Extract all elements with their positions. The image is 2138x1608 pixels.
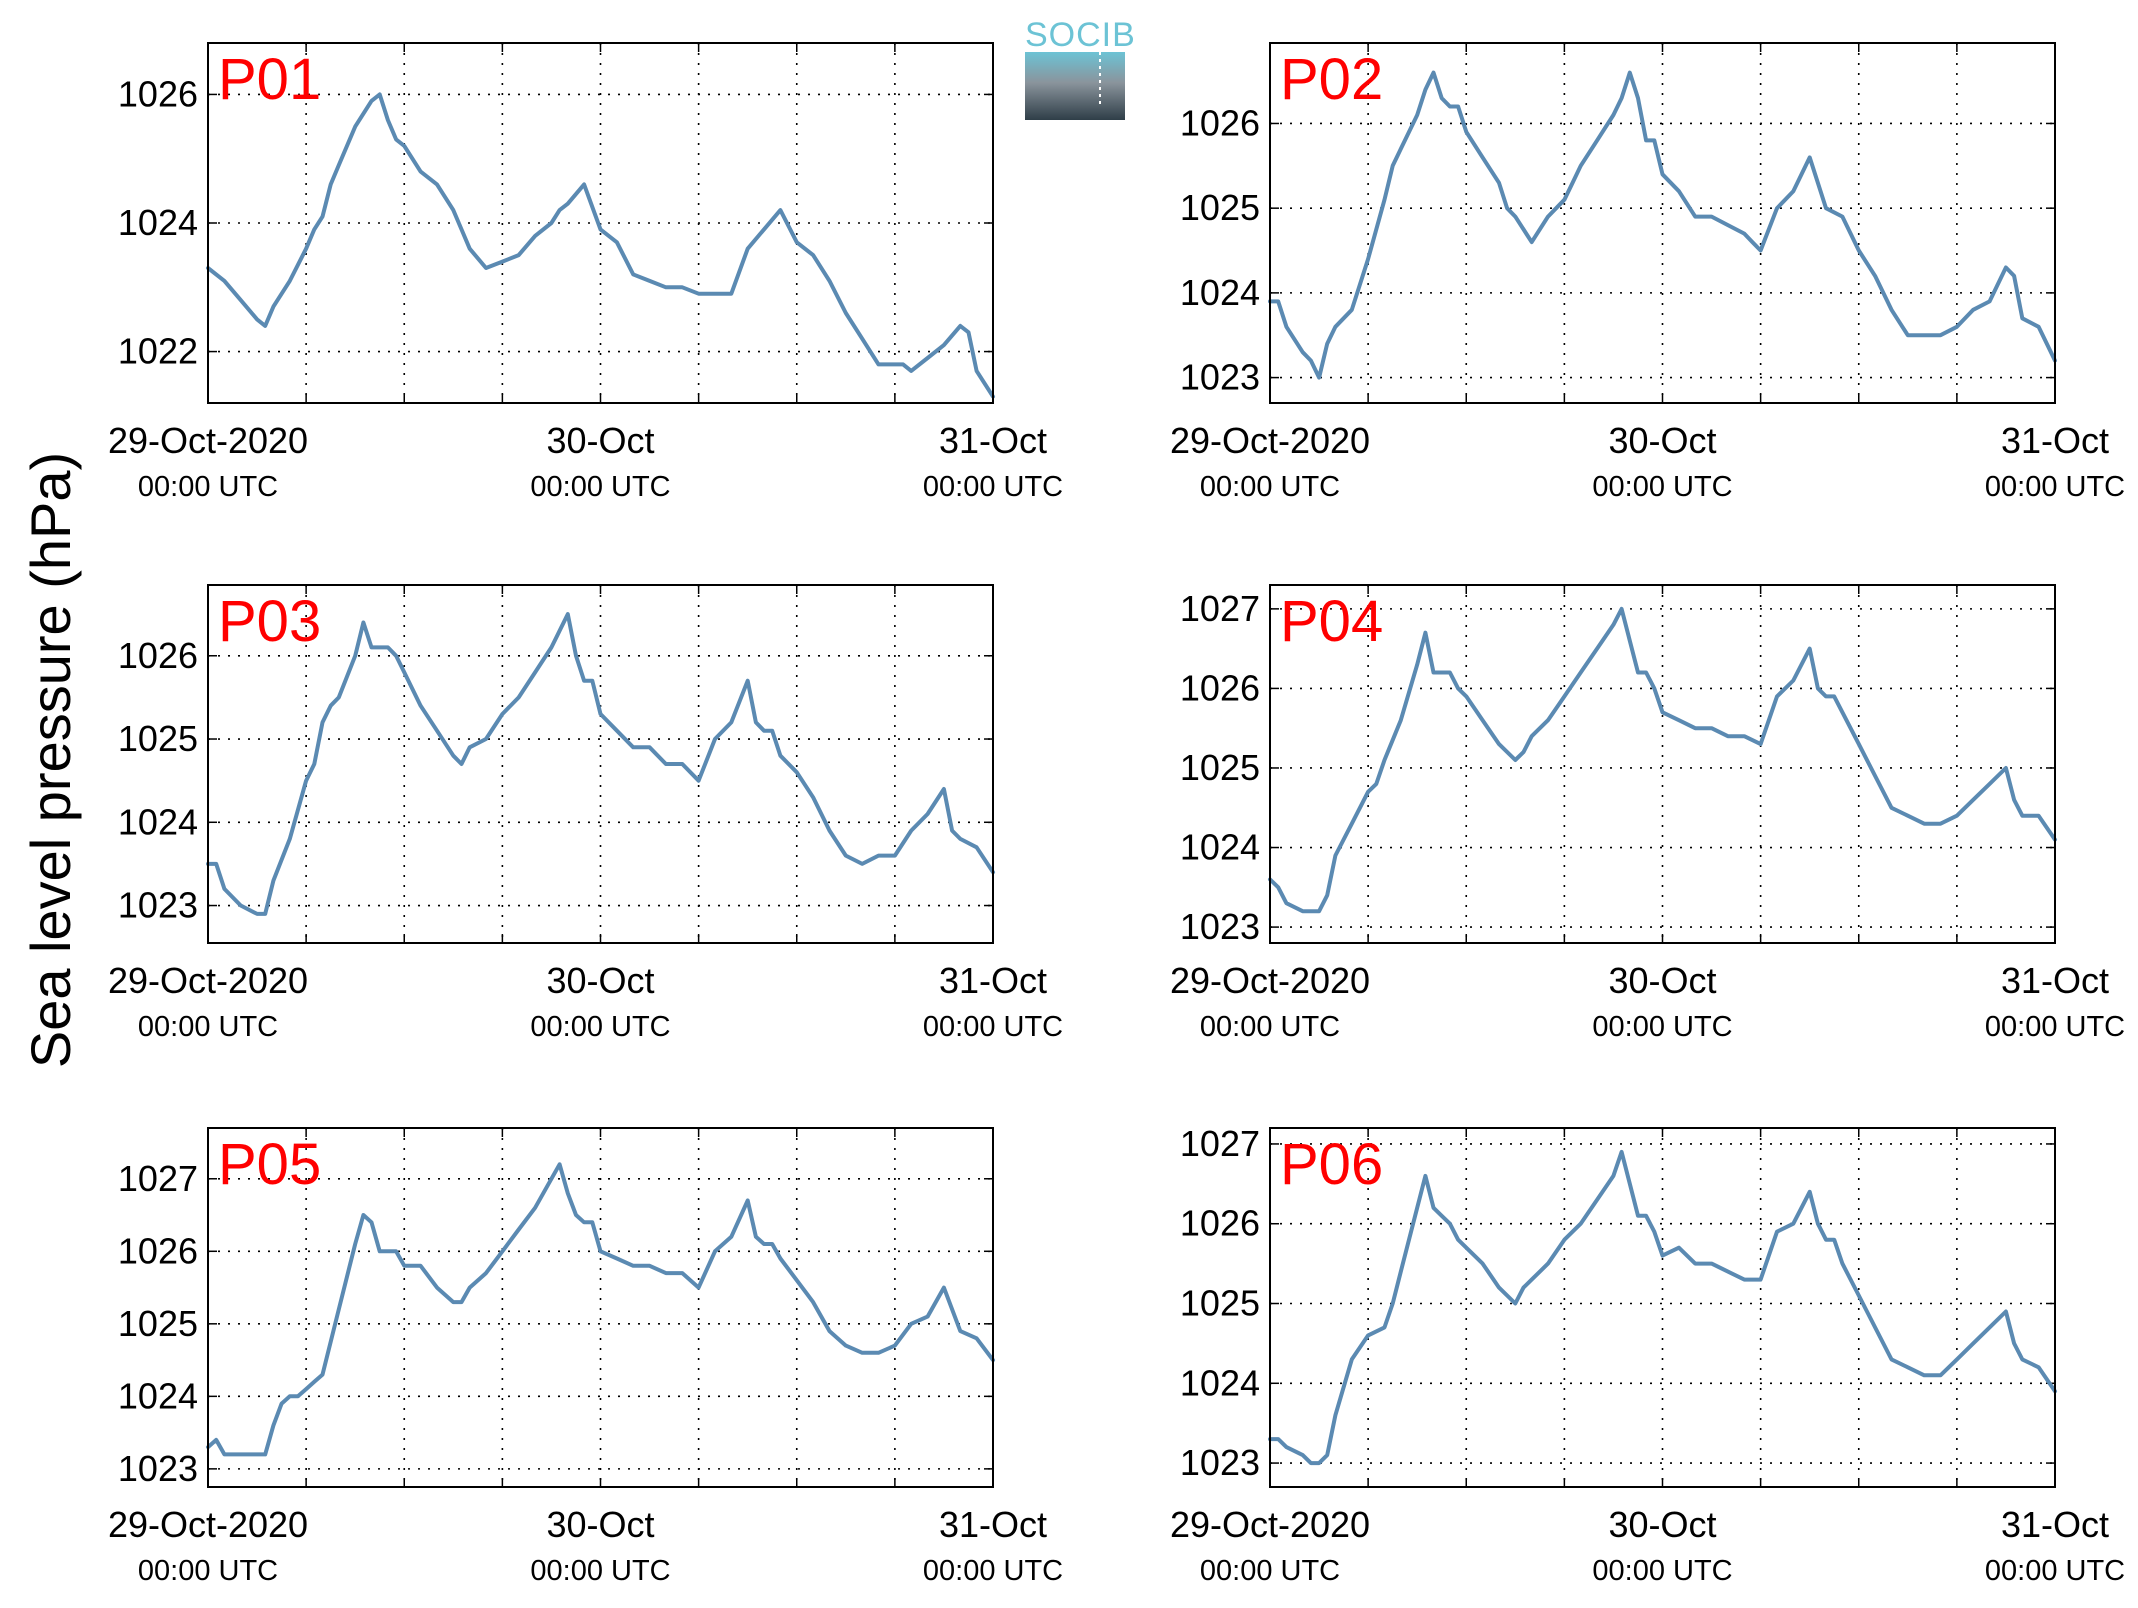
y-tick-label: 1023: [118, 1448, 198, 1489]
x-tick-sublabel: 00:00 UTC: [923, 471, 1063, 503]
y-tick-label: 1025: [118, 1303, 198, 1344]
y-tick-label: 1026: [1180, 667, 1260, 708]
x-tick-sublabel: 00:00 UTC: [923, 1011, 1063, 1043]
y-tick-label: 1025: [1180, 747, 1260, 788]
chart-panel-P06: 1023 1024 1025 1026 1027 29-Oct-2020 00:00 UTC…: [1170, 1123, 2125, 1587]
chart-panel-P04: 1023 1024 1025 1026 1027 29-Oct-2020 00:00 UTC…: [1170, 584, 2125, 1043]
y-tick-label: 1027: [118, 1158, 198, 1199]
series-line: [1268, 70, 2057, 380]
x-tick-label: 30-Oct: [546, 420, 654, 461]
panel-label: P02: [1280, 47, 1383, 112]
x-tick-label: 29-Oct-2020: [108, 1504, 308, 1545]
x-tick-sublabel: 00:00 UTC: [1592, 1011, 1732, 1043]
axes-frame: [207, 584, 994, 944]
panel-label: P03: [218, 589, 321, 654]
series-line: [206, 92, 995, 399]
x-tick-sublabel: 00:00 UTC: [138, 1555, 278, 1587]
x-tick-label: 31-Oct: [939, 1504, 1047, 1545]
y-tick-label: 1026: [118, 73, 198, 114]
x-tick-sublabel: 00:00 UTC: [530, 1555, 670, 1587]
y-tick-label: 1023: [1180, 1442, 1260, 1483]
x-tick-sublabel: 00:00 UTC: [1985, 1555, 2125, 1587]
series-line: [206, 1162, 995, 1457]
y-tick-label: 1025: [1180, 1283, 1260, 1324]
chart-panel-P03: 1023 1024 1025 1026 29-Oct-2020 00:00 UTC 30-O…: [108, 584, 1063, 1043]
axes-frame: [1269, 1127, 2056, 1488]
panels: 1022 1024 1026 29-Oct-2020 00:00 UTC 30-Oct 00…: [108, 42, 2125, 1587]
axes-frame: [1269, 42, 2056, 404]
y-tick-label: 1025: [118, 718, 198, 759]
y-tick-label: 1023: [118, 885, 198, 926]
x-tick-label: 31-Oct: [939, 420, 1047, 461]
axes-frame: [207, 42, 994, 404]
plot-area: [208, 585, 993, 943]
y-tick-label: 1026: [1180, 1203, 1260, 1244]
y-tick-label: 1027: [1180, 1123, 1260, 1164]
x-tick-sublabel: 00:00 UTC: [530, 1011, 670, 1043]
x-tick-label: 31-Oct: [939, 960, 1047, 1001]
plot-area: [1270, 1128, 2055, 1487]
x-tick-label: 31-Oct: [2001, 420, 2109, 461]
y-tick-label: 1024: [1180, 827, 1260, 868]
chart-panel-P02: 1023 1024 1025 1026 29-Oct-2020 00:00 UTC 30-O…: [1170, 42, 2125, 503]
series-line: [206, 612, 995, 916]
x-tick-label: 31-Oct: [2001, 960, 2109, 1001]
x-tick-label: 30-Oct: [1608, 420, 1716, 461]
y-tick-label: 1026: [1180, 102, 1260, 143]
x-tick-sublabel: 00:00 UTC: [1592, 471, 1732, 503]
x-tick-sublabel: 00:00 UTC: [1200, 1555, 1340, 1587]
x-tick-label: 30-Oct: [1608, 960, 1716, 1001]
x-tick-label: 30-Oct: [546, 1504, 654, 1545]
x-tick-label: 30-Oct: [1608, 1504, 1716, 1545]
y-tick-label: 1025: [1180, 187, 1260, 228]
x-tick-sublabel: 00:00 UTC: [530, 471, 670, 503]
socib-logo-text: SOCIB: [1025, 16, 1136, 54]
y-tick-label: 1023: [1180, 357, 1260, 398]
panel-label: P06: [1280, 1132, 1383, 1197]
x-tick-sublabel: 00:00 UTC: [1985, 1011, 2125, 1043]
chart-panel-P05: 1023 1024 1025 1026 1027 29-Oct-2020 00:00 UTC…: [108, 1127, 1063, 1587]
x-tick-label: 29-Oct-2020: [108, 960, 308, 1001]
x-tick-label: 31-Oct: [2001, 1504, 2109, 1545]
x-tick-sublabel: 00:00 UTC: [923, 1555, 1063, 1587]
axes-frame: [1269, 584, 2056, 944]
y-tick-label: 1024: [118, 1375, 198, 1416]
x-tick-label: 30-Oct: [546, 960, 654, 1001]
x-tick-sublabel: 00:00 UTC: [1200, 1011, 1340, 1043]
plot-area: [1270, 585, 2055, 943]
x-tick-sublabel: 00:00 UTC: [138, 471, 278, 503]
y-tick-label: 1024: [118, 202, 198, 243]
socib-logo: SOCIB: [1025, 16, 1136, 120]
y-tick-label: 1023: [1180, 906, 1260, 947]
panel-label: P01: [218, 47, 321, 112]
x-tick-label: 29-Oct-2020: [1170, 960, 1370, 1001]
chart-panel-P01: 1022 1024 1026 29-Oct-2020 00:00 UTC 30-Oct 00…: [108, 42, 1063, 503]
panel-label: P04: [1280, 589, 1383, 654]
series-line: [1268, 606, 2057, 914]
y-tick-label: 1024: [1180, 272, 1260, 313]
x-tick-label: 29-Oct-2020: [1170, 1504, 1370, 1545]
x-tick-label: 29-Oct-2020: [108, 420, 308, 461]
y-tick-label: 1024: [1180, 1362, 1260, 1403]
panel-label: P05: [218, 1132, 321, 1197]
x-tick-sublabel: 00:00 UTC: [1592, 1555, 1732, 1587]
y-tick-label: 1026: [118, 635, 198, 676]
y-tick-label: 1024: [118, 801, 198, 842]
axes-frame: [207, 1127, 994, 1488]
x-tick-sublabel: 00:00 UTC: [138, 1011, 278, 1043]
x-tick-sublabel: 00:00 UTC: [1200, 471, 1340, 503]
series-line: [1268, 1149, 2057, 1466]
y-tick-label: 1026: [118, 1230, 198, 1271]
plot-area: [208, 1128, 993, 1487]
y-axis-label: Sea level pressure (hPa): [19, 452, 82, 1068]
y-tick-label: 1022: [118, 331, 198, 372]
x-tick-sublabel: 00:00 UTC: [1985, 471, 2125, 503]
socib-logo-mark: [1025, 52, 1125, 120]
x-tick-label: 29-Oct-2020: [1170, 420, 1370, 461]
y-tick-label: 1027: [1180, 588, 1260, 629]
